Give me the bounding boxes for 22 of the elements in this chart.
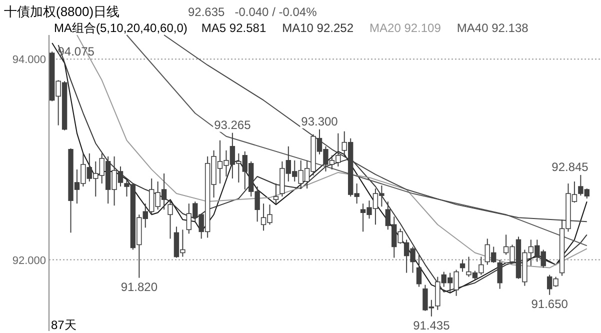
candlestick — [416, 254, 422, 288]
chart-subtitle: 92.635 -0.040 / -0.04% — [188, 5, 318, 19]
annotation: 91.820 — [120, 280, 158, 294]
candlestick — [168, 199, 173, 240]
annotation: 87天 — [51, 318, 76, 332]
text: MA10 92.252 — [282, 21, 354, 35]
annotation: 93.265 — [214, 118, 252, 132]
candlestick — [497, 259, 502, 290]
line-series — [126, 34, 588, 246]
candlestick — [460, 259, 466, 272]
text: MA40 92.138 — [456, 21, 529, 35]
text: MA20 92.109 — [370, 21, 442, 35]
y-tick-label: 94.000 — [12, 54, 46, 66]
annotation: 91.435 — [413, 318, 450, 332]
legend-title: MA组合(5,10,20,40,60,0) — [54, 21, 188, 35]
candlestick — [273, 183, 279, 204]
annotation: 92.845 — [552, 160, 589, 174]
annotation: 91.650 — [531, 296, 568, 311]
y-tick-label: 92.000 — [12, 254, 46, 267]
chart-title: 十債加权(8800)日线 — [4, 4, 120, 19]
text: MA5 92.581 — [201, 21, 266, 35]
annotation: 93.300 — [301, 114, 338, 128]
